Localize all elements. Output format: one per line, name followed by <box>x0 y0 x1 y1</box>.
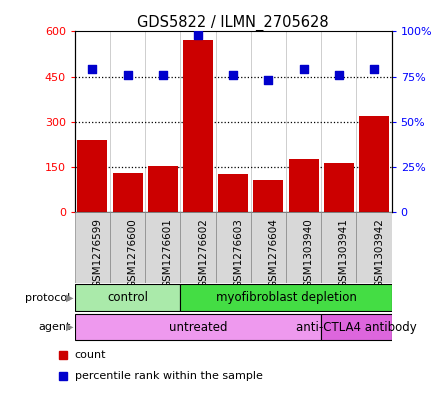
Bar <box>251 212 286 283</box>
Point <box>370 66 378 73</box>
Bar <box>180 285 392 311</box>
Bar <box>359 116 389 212</box>
Text: GSM1303941: GSM1303941 <box>339 218 349 288</box>
Bar <box>180 212 216 283</box>
Text: percentile rank within the sample: percentile rank within the sample <box>75 371 263 382</box>
Text: control: control <box>107 291 148 304</box>
Bar <box>356 212 392 283</box>
Text: GSM1276602: GSM1276602 <box>198 218 208 288</box>
Bar <box>253 180 283 212</box>
Text: count: count <box>75 350 106 360</box>
Text: ▶: ▶ <box>66 293 73 303</box>
Bar <box>75 285 180 311</box>
Bar <box>110 212 145 283</box>
Text: GSM1303940: GSM1303940 <box>304 218 314 288</box>
Bar <box>75 314 321 340</box>
Text: GSM1276600: GSM1276600 <box>128 218 138 288</box>
Point <box>335 72 342 78</box>
Text: untreated: untreated <box>169 321 227 334</box>
Bar <box>324 163 354 212</box>
Bar <box>183 40 213 212</box>
Point <box>124 72 131 78</box>
Bar <box>321 314 392 340</box>
Point <box>194 32 202 38</box>
Bar <box>77 140 107 212</box>
Bar <box>216 212 251 283</box>
Point <box>230 72 237 78</box>
Text: agent: agent <box>38 322 70 332</box>
Text: GSM1303942: GSM1303942 <box>374 218 384 288</box>
Text: anti-CTLA4 antibody: anti-CTLA4 antibody <box>296 321 417 334</box>
Text: GSM1276601: GSM1276601 <box>163 218 173 288</box>
Bar <box>321 212 356 283</box>
Title: GDS5822 / ILMN_2705628: GDS5822 / ILMN_2705628 <box>137 15 329 31</box>
Text: GSM1276604: GSM1276604 <box>268 218 279 288</box>
Bar <box>218 174 248 212</box>
Bar <box>148 165 178 212</box>
Text: GSM1276603: GSM1276603 <box>233 218 243 288</box>
Text: GSM1276599: GSM1276599 <box>92 218 103 288</box>
Bar <box>75 212 110 283</box>
Point <box>300 66 307 73</box>
Bar <box>145 212 180 283</box>
Bar <box>286 212 321 283</box>
Point <box>159 72 166 78</box>
Point <box>265 77 272 83</box>
Point <box>89 66 96 73</box>
Text: myofibroblast depletion: myofibroblast depletion <box>216 291 356 304</box>
Text: ▶: ▶ <box>66 322 73 332</box>
Bar <box>289 160 319 212</box>
Text: protocol: protocol <box>25 293 70 303</box>
Bar <box>113 173 143 212</box>
